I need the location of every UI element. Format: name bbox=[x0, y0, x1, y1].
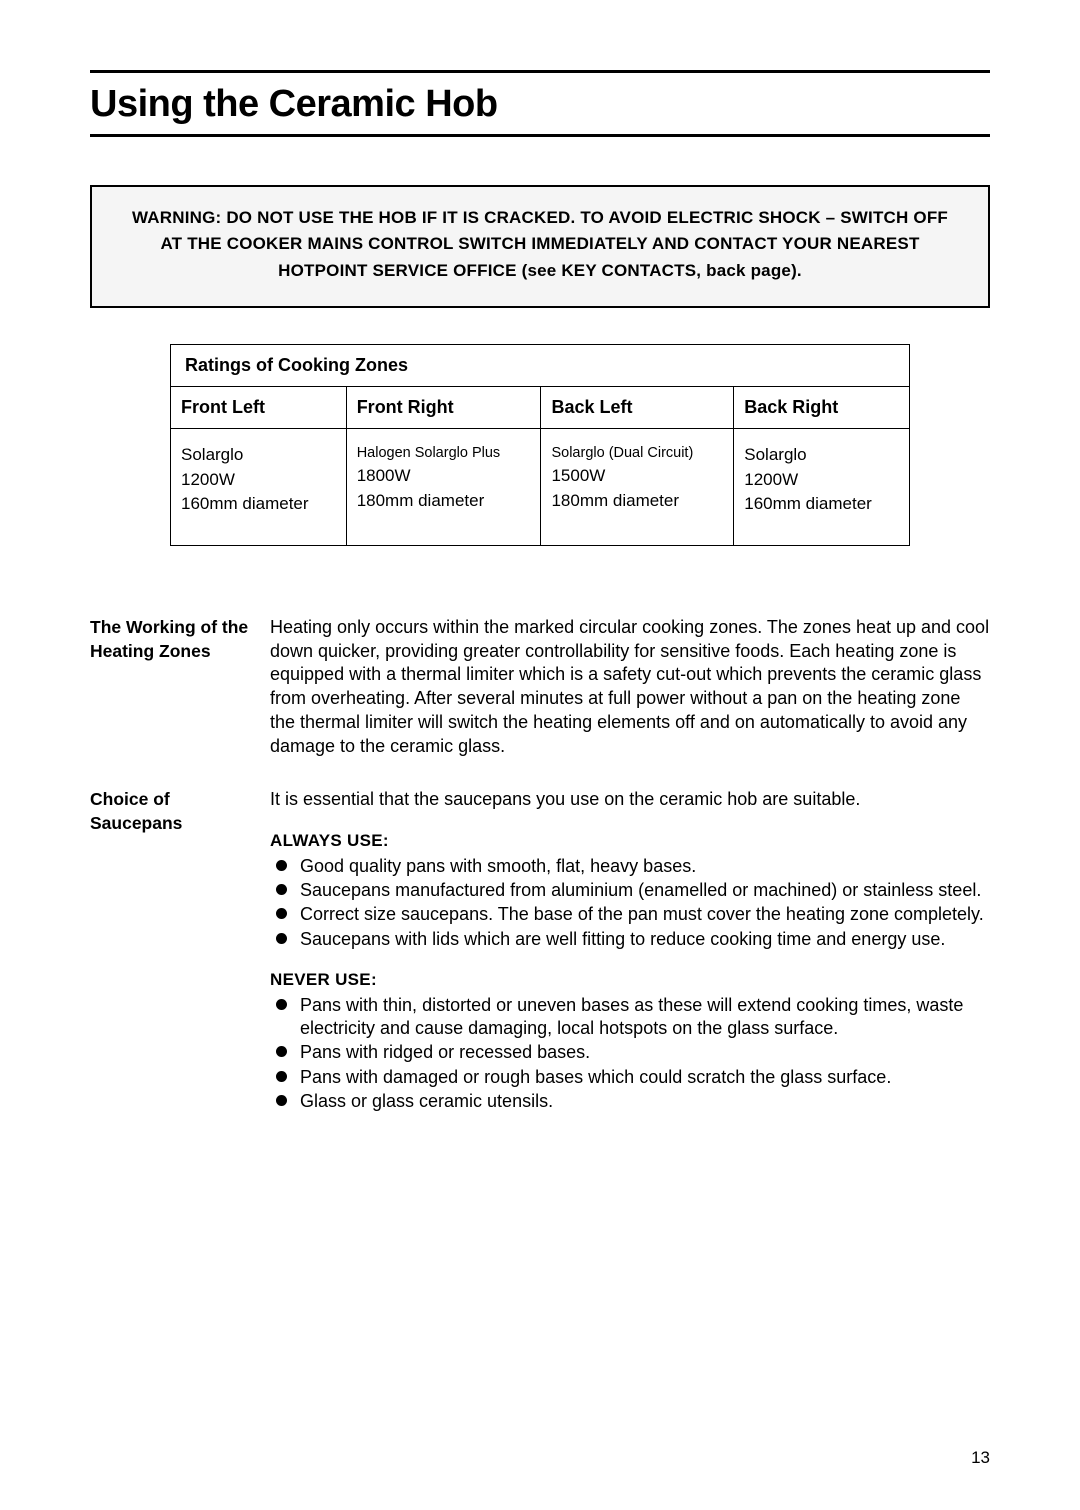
section-label: Choice of Saucepans bbox=[90, 788, 270, 1119]
list-item: Saucepans manufactured from aluminium (e… bbox=[270, 879, 990, 902]
ratings-cell: Solarglo (Dual Circuit) 1500W 180mm diam… bbox=[541, 429, 734, 546]
ratings-header: Back Right bbox=[734, 387, 910, 429]
saucepans-intro: It is essential that the saucepans you u… bbox=[270, 788, 990, 812]
list-item: Pans with damaged or rough bases which c… bbox=[270, 1066, 990, 1089]
ratings-header: Back Left bbox=[541, 387, 734, 429]
zone-watts: 1200W bbox=[744, 470, 798, 489]
list-item: Correct size saucepans. The base of the … bbox=[270, 903, 990, 926]
ratings-header: Front Left bbox=[171, 387, 347, 429]
never-use-heading: NEVER USE: bbox=[270, 969, 990, 991]
page-title: Using the Ceramic Hob bbox=[90, 83, 990, 126]
zone-watts: 1800W bbox=[357, 466, 411, 485]
always-use-heading: ALWAYS USE: bbox=[270, 830, 990, 852]
zone-watts: 1200W bbox=[181, 470, 235, 489]
list-item: Saucepans with lids which are well fitti… bbox=[270, 928, 990, 951]
warning-box: WARNING: DO NOT USE THE HOB IF IT IS CRA… bbox=[90, 185, 990, 308]
zone-type: Halogen Solarglo Plus bbox=[357, 443, 533, 464]
title-rule-bottom bbox=[90, 134, 990, 137]
list-item: Pans with thin, distorted or uneven base… bbox=[270, 994, 990, 1041]
page-number: 13 bbox=[971, 1448, 990, 1468]
never-use-list: Pans with thin, distorted or uneven base… bbox=[270, 994, 990, 1114]
section-heating-zones: The Working of the Heating Zones Heating… bbox=[90, 616, 990, 759]
ratings-header: Front Right bbox=[346, 387, 541, 429]
list-item: Pans with ridged or recessed bases. bbox=[270, 1041, 990, 1064]
section-saucepans: Choice of Saucepans It is essential that… bbox=[90, 788, 990, 1119]
ratings-cell: Halogen Solarglo Plus 1800W 180mm diamet… bbox=[346, 429, 541, 546]
zone-diameter: 160mm diameter bbox=[181, 494, 309, 513]
ratings-table: Ratings of Cooking Zones Front Left Fron… bbox=[170, 344, 910, 546]
section-body: It is essential that the saucepans you u… bbox=[270, 788, 990, 1119]
section-label: The Working of the Heating Zones bbox=[90, 616, 270, 759]
zone-diameter: 180mm diameter bbox=[551, 491, 679, 510]
always-use-list: Good quality pans with smooth, flat, hea… bbox=[270, 855, 990, 952]
zone-diameter: 160mm diameter bbox=[744, 494, 872, 513]
zone-diameter: 180mm diameter bbox=[357, 491, 485, 510]
list-item: Glass or glass ceramic utensils. bbox=[270, 1090, 990, 1113]
section-body: Heating only occurs within the marked ci… bbox=[270, 616, 990, 759]
page: Using the Ceramic Hob WARNING: DO NOT US… bbox=[0, 0, 1080, 1510]
ratings-header-row: Front Left Front Right Back Left Back Ri… bbox=[171, 387, 910, 429]
zone-type: Solarglo (Dual Circuit) bbox=[551, 443, 725, 464]
ratings-caption: Ratings of Cooking Zones bbox=[171, 345, 910, 387]
title-rule-top bbox=[90, 70, 990, 73]
warning-text: WARNING: DO NOT USE THE HOB IF IT IS CRA… bbox=[122, 205, 958, 284]
ratings-data-row: Solarglo 1200W 160mm diameter Halogen So… bbox=[171, 429, 910, 546]
list-item: Good quality pans with smooth, flat, hea… bbox=[270, 855, 990, 878]
ratings-caption-row: Ratings of Cooking Zones bbox=[171, 345, 910, 387]
ratings-cell: Solarglo 1200W 160mm diameter bbox=[734, 429, 910, 546]
zone-watts: 1500W bbox=[551, 466, 605, 485]
zone-type: Solarglo bbox=[181, 443, 338, 468]
zone-type: Solarglo bbox=[744, 443, 901, 468]
ratings-cell: Solarglo 1200W 160mm diameter bbox=[171, 429, 347, 546]
